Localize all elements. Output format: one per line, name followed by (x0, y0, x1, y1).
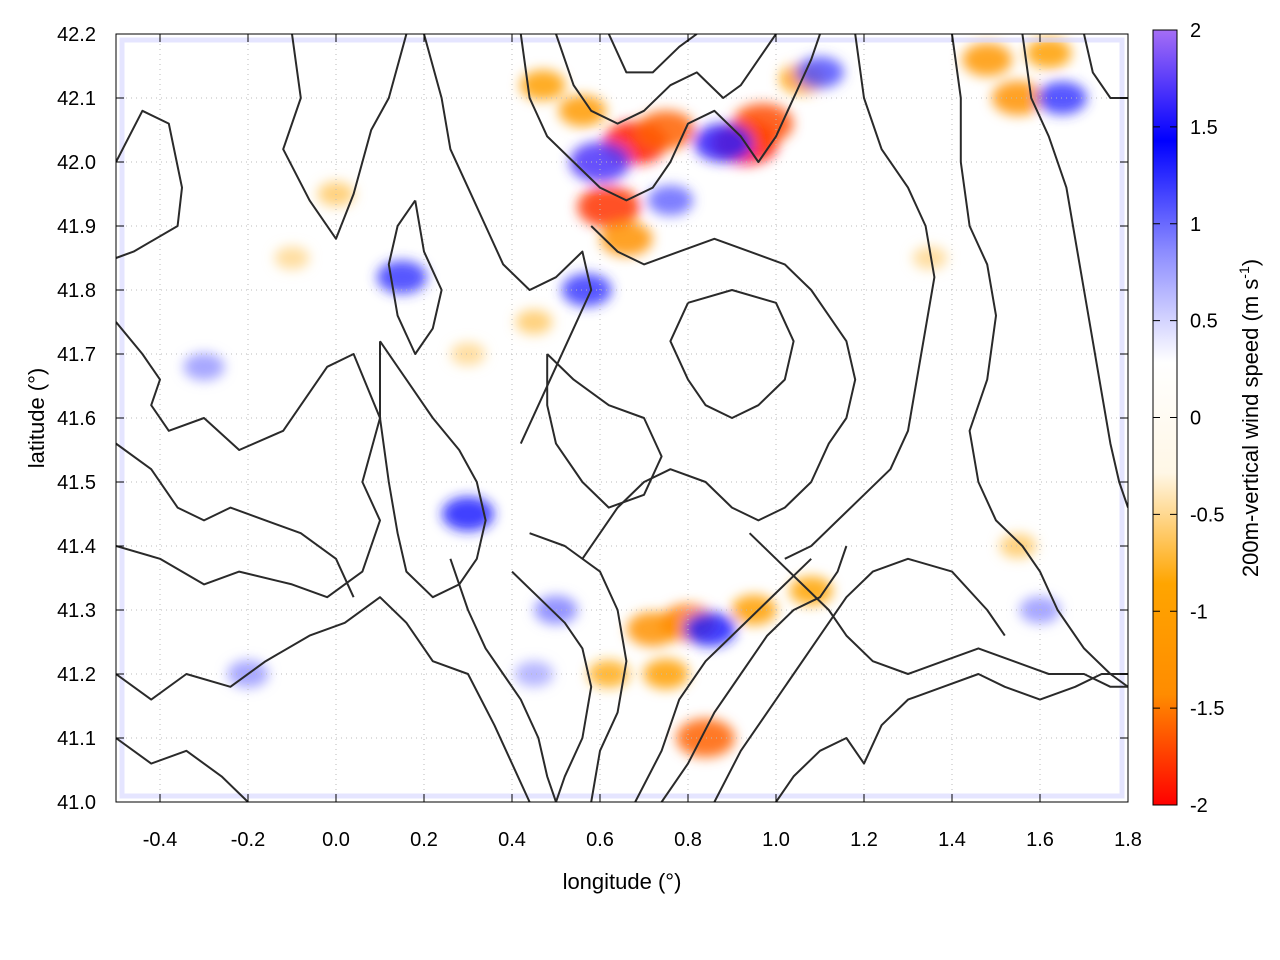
contour-line (1021, 34, 1128, 508)
contour-line (449, 558, 557, 802)
contour-line (775, 673, 1128, 802)
heat-blob (962, 42, 1013, 77)
contour-line (660, 545, 848, 802)
x-tick-label: 0.6 (586, 829, 614, 851)
x-tick-label: 0.8 (674, 829, 702, 851)
y-tick-label: 41.9 (57, 216, 96, 238)
colorbar-title-base: 200m-vertical wind speed (m s (1238, 279, 1263, 577)
x-tick-label: 1.2 (850, 829, 878, 851)
heat-blob (626, 611, 679, 647)
y-tick-label: 41.0 (57, 792, 96, 814)
heat-blob (647, 185, 694, 216)
heat-blob (999, 533, 1037, 559)
contour-lines (116, 34, 1128, 802)
x-tick-labels: -0.4 -0.2 0.0 0.2 0.4 0.6 0.8 1.0 1.2 1.4 1.6 1.8 (143, 829, 1142, 851)
colorbar-title-end: ) (1238, 259, 1263, 266)
heat-blob (1026, 38, 1072, 69)
colorbar-tick-label: 0.5 (1190, 311, 1218, 333)
y-tick-label: 41.3 (57, 600, 96, 622)
colorbar-title: 200m-vertical wind speed (m s-1) (1236, 259, 1263, 577)
contour-line (116, 596, 531, 802)
contour-line (519, 34, 821, 202)
heat-blob (991, 80, 1045, 116)
x-tick-label: 0.4 (498, 829, 526, 851)
x-tick-label: -0.4 (143, 829, 177, 851)
heat-blob (515, 309, 553, 335)
colorbar-tick-label: 2 (1190, 20, 1201, 42)
y-tick-label: 41.7 (57, 344, 96, 366)
heat-blob (558, 94, 607, 127)
x-axis-title: longitude (°) (563, 869, 682, 894)
heat-blob (577, 185, 641, 228)
contour-line (282, 34, 408, 240)
contour-line (581, 225, 857, 560)
x-tick-label: 0.2 (410, 829, 438, 851)
contour-line (116, 109, 183, 259)
x-tick-label: 1.0 (762, 829, 790, 851)
contour-line (387, 199, 443, 355)
contour-line (784, 34, 936, 560)
contour-line (546, 353, 663, 509)
y-tick-label: 41.2 (57, 664, 96, 686)
x-tick-label: 1.4 (938, 829, 966, 851)
contour-line (116, 321, 381, 599)
colorbar-tick-label: -1.5 (1190, 698, 1224, 720)
axis-ticks (116, 33, 1129, 803)
x-tick-label: -0.2 (231, 829, 265, 851)
colorbar-tick-label: -0.5 (1190, 504, 1224, 526)
contour-line (951, 34, 1128, 688)
heat-blob (441, 496, 495, 532)
y-tick-label: 41.1 (57, 728, 96, 750)
colorbar-tick-label: 1 (1190, 214, 1201, 236)
heat-blob (676, 718, 735, 758)
y-tick-labels: 41.0 41.1 41.2 41.3 41.4 41.5 41.6 41.7 41.8 41.9… (57, 24, 96, 814)
heat-blob (450, 342, 486, 366)
colorbar-ticks: 2 1.5 1 0.5 0 -0.5 -1 -1.5 -2 (1153, 20, 1224, 817)
x-tick-label: 0.0 (322, 829, 350, 851)
colorbar-title-superscript: -1 (1236, 266, 1252, 279)
y-axis-title: latitude (°) (24, 368, 49, 469)
y-tick-label: 41.5 (57, 472, 96, 494)
contour-line (669, 289, 795, 419)
contour-line (555, 34, 777, 125)
colorbar-tick-label: 0 (1190, 408, 1201, 430)
contour-line (529, 532, 628, 802)
contour-line (748, 532, 1128, 688)
heat-blob (514, 660, 554, 688)
y-tick-label: 41.6 (57, 408, 96, 430)
heat-blob (693, 123, 753, 163)
y-tick-label: 42.2 (57, 24, 96, 46)
contour-line (1083, 34, 1128, 99)
contour-line (511, 570, 593, 802)
y-tick-label: 41.4 (57, 536, 96, 558)
heat-blob (600, 221, 653, 257)
colorbar-tick-label: -1 (1190, 601, 1208, 623)
heat-blob (683, 611, 737, 647)
contour-line (116, 442, 355, 598)
heat-blob (912, 246, 948, 270)
heat-blob (520, 70, 566, 101)
colorbar-tick-label: -2 (1190, 795, 1208, 817)
y-tick-label: 42.1 (57, 88, 96, 110)
colorbar-tick-label: 1.5 (1190, 117, 1218, 139)
contour-line (634, 558, 812, 802)
heat-blob (796, 56, 844, 89)
heat-blob (274, 246, 310, 270)
heat-blob (636, 110, 696, 150)
x-tick-label: 1.8 (1114, 829, 1142, 851)
contour-line (423, 34, 593, 445)
heat-blob (377, 260, 427, 294)
x-tick-label: 1.6 (1026, 829, 1054, 851)
contour-line (713, 557, 1006, 802)
heat-blob (588, 660, 630, 688)
y-tick-label: 41.8 (57, 280, 96, 302)
y-tick-label: 42.0 (57, 152, 96, 174)
contour-line (116, 737, 249, 802)
contour-line (607, 34, 698, 74)
heat-blob (183, 353, 225, 381)
contour-line (379, 340, 487, 599)
